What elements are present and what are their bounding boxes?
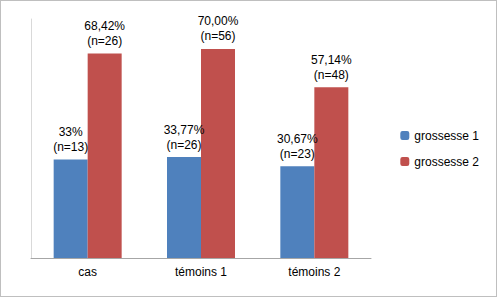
svg-text:témoins 1: témoins 1 [175,265,227,279]
svg-text:(n=48): (n=48) [314,68,349,82]
svg-text:70,00%: 70,00% [198,14,239,28]
svg-text:57,14%: 57,14% [311,53,352,67]
svg-text:témoins 2: témoins 2 [288,265,340,279]
svg-text:cas: cas [78,265,97,279]
svg-text:30,67%: 30,67% [277,132,318,146]
svg-text:grossesse 2: grossesse 2 [414,155,479,169]
svg-text:(n=56): (n=56) [200,29,235,43]
svg-text:68,42%: 68,42% [84,19,125,33]
svg-text:(n=26): (n=26) [166,138,201,152]
svg-text:33,77%: 33,77% [164,123,205,137]
svg-text:(n=26): (n=26) [87,34,122,48]
svg-text:(n=13): (n=13) [53,140,88,154]
svg-text:(n=23): (n=23) [280,147,315,161]
svg-text:grossesse 1: grossesse 1 [414,129,479,143]
svg-text:33%: 33% [59,125,83,139]
